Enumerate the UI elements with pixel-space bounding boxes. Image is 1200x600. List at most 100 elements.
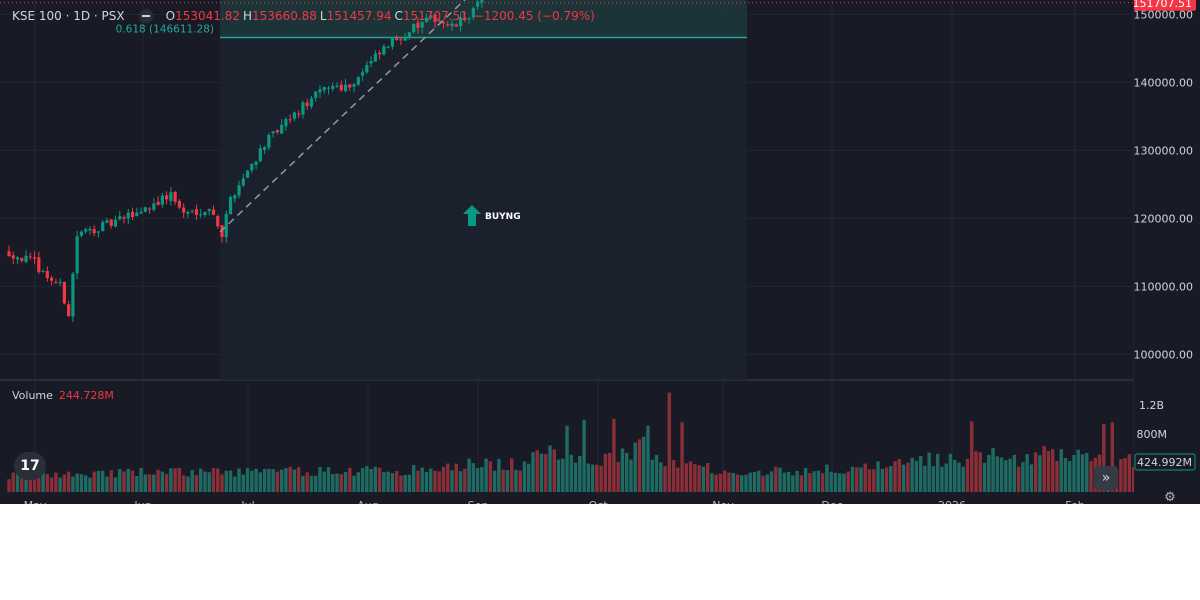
candle — [109, 219, 113, 226]
tradingview-logo-icon[interactable]: 17 — [14, 452, 46, 480]
volume-bar — [318, 467, 322, 492]
fib-level-label: 0.618 (146611.28) — [116, 23, 214, 35]
volume-bar — [399, 475, 403, 492]
volume-bar — [931, 466, 936, 492]
volume-bar — [279, 469, 284, 492]
candle — [390, 37, 394, 47]
volume-legend: Volume 244.728M — [12, 389, 114, 402]
volume-bar — [169, 468, 173, 492]
buy-annotation[interactable]: BUYNG — [463, 205, 521, 226]
volume-bar — [339, 474, 343, 492]
candle — [169, 192, 173, 201]
volume-bar — [1029, 464, 1034, 492]
scroll-to-realtime-icon[interactable]: » — [1094, 466, 1118, 490]
candle — [454, 24, 458, 27]
time-axis[interactable]: May Jun Jul Aug Sep Oct Nov Dec 2026 Feb — [0, 494, 1134, 504]
volume-bar — [676, 467, 680, 492]
volume-bar — [1080, 454, 1085, 492]
volume-bar — [301, 475, 305, 492]
candle — [288, 119, 292, 121]
volume-bar — [164, 474, 169, 492]
volume-bar — [505, 470, 510, 492]
candle — [386, 47, 390, 49]
volume-bar — [906, 462, 910, 492]
volume-bar — [893, 461, 897, 492]
volume-bar — [889, 466, 893, 492]
volume-bar — [66, 471, 71, 492]
candle — [467, 18, 471, 20]
volume-bar — [561, 458, 565, 492]
candle — [480, 0, 484, 3]
volume-bar — [816, 470, 821, 492]
buy-label: BUYNG — [485, 212, 521, 222]
volume-bar — [96, 470, 101, 492]
volume-bar — [194, 475, 199, 492]
volume-bar — [484, 458, 488, 492]
volume-bar — [237, 468, 241, 492]
candle — [88, 228, 92, 231]
candle — [433, 14, 437, 23]
volume-bar — [659, 462, 663, 492]
time-tick-label: May — [24, 499, 47, 504]
candle — [165, 195, 169, 200]
volume-bar — [616, 461, 620, 492]
volume-bar — [228, 470, 233, 492]
chart-canvas[interactable]: 0 (191515.34)0.236 (174367.51)0.5 (15518… — [0, 0, 1200, 504]
candle — [118, 216, 122, 220]
candle — [314, 91, 318, 99]
volume-bar — [872, 469, 876, 492]
volume-bar — [433, 470, 437, 492]
volume-bar — [625, 452, 629, 492]
candle — [331, 86, 335, 89]
volume-bar — [582, 419, 586, 492]
collapse-legend-icon[interactable] — [138, 9, 153, 23]
gear-icon[interactable]: ⚙ — [1164, 490, 1176, 505]
candle — [339, 84, 343, 91]
candle — [378, 52, 382, 55]
candle — [437, 20, 441, 22]
volume-bar — [799, 475, 804, 492]
volume-bar — [829, 471, 833, 492]
symbol-title[interactable]: KSE 100 · 1D · PSX — [12, 9, 125, 23]
candle — [126, 212, 130, 219]
volume-bar — [224, 470, 228, 492]
volume-bar — [795, 470, 799, 492]
candle — [241, 178, 245, 186]
volume-bar — [309, 475, 314, 492]
low-label: L — [319, 9, 327, 23]
price-chart[interactable]: 0 (191515.34)0.236 (174367.51)0.5 (15518… — [0, 0, 1200, 504]
candle — [228, 196, 233, 215]
volume-bar — [820, 473, 825, 492]
candle — [113, 219, 118, 227]
volume-bar — [620, 448, 625, 492]
volume-bar — [471, 463, 476, 492]
volume-bar — [497, 458, 501, 492]
volume-bar — [356, 472, 361, 492]
volume-bar — [49, 477, 54, 492]
volume-bar — [88, 477, 92, 492]
candle — [122, 216, 126, 219]
volume-bar — [718, 473, 723, 492]
candle — [245, 170, 250, 178]
volume-bar — [880, 468, 884, 492]
volume-bar — [940, 466, 944, 492]
volume-bar — [842, 473, 846, 492]
price-axis[interactable]: 100000.00 110000.00 120000.00 130000.00 1400… — [1133, 0, 1200, 504]
volume-value: 244.728M — [58, 389, 114, 402]
fibonacci-retracement[interactable]: 0 (191515.34)0.236 (174367.51)0.5 (15518… — [0, 0, 1133, 380]
price-axis-bg — [1134, 0, 1200, 504]
volume-bar — [710, 473, 714, 492]
volume-bar — [953, 459, 957, 492]
volume-bar — [778, 467, 782, 492]
time-tick-label: Aug — [357, 499, 378, 504]
volume-bar — [539, 453, 544, 492]
candle — [233, 195, 237, 199]
trendline[interactable] — [219, 0, 747, 233]
volume-bar — [552, 449, 556, 492]
volume-bar — [241, 474, 245, 492]
volume-bar — [326, 467, 331, 492]
volume-bar — [1068, 461, 1072, 492]
volume-bar — [586, 463, 591, 492]
candle — [130, 211, 135, 217]
volume-bar — [343, 472, 348, 492]
